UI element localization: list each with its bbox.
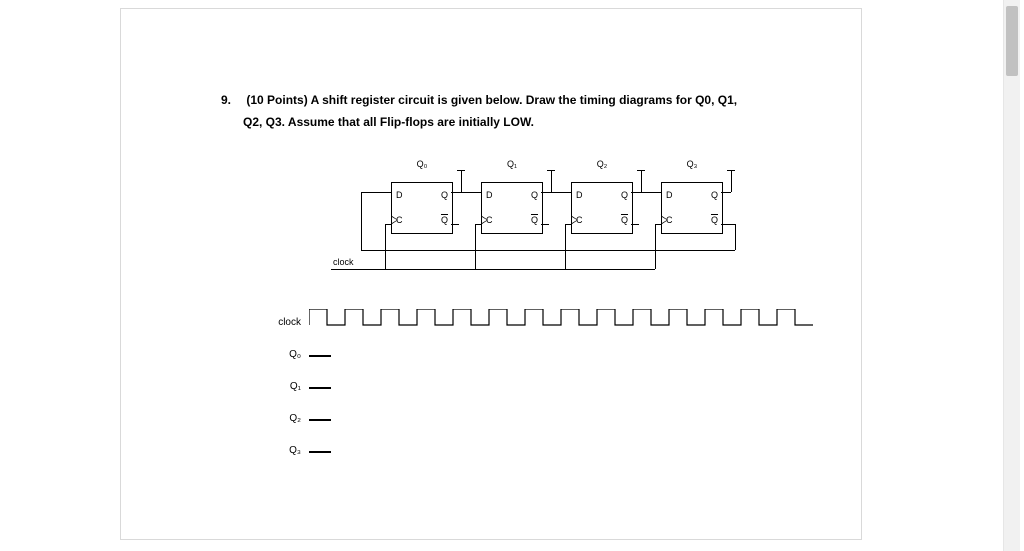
wire-clk-tap-0	[385, 224, 386, 269]
scrollbar-thumb[interactable]	[1006, 6, 1018, 76]
timing-diagram: clock Q₀ Q₁ Q₂ Q₃	[261, 309, 821, 469]
flipflop-2: DCQQQ₂	[571, 182, 633, 234]
flipflop-1: DCQQQ₁	[481, 182, 543, 234]
timing-label-q1: Q₁	[261, 381, 301, 392]
wire-q-to-d-1	[541, 192, 571, 193]
wire-clk-tap-2	[565, 224, 566, 269]
pin-D: D	[396, 191, 403, 200]
wire-q-to-d-0	[451, 192, 481, 193]
wire-clk-in-2	[565, 224, 571, 225]
wire-clock-bus2	[331, 269, 655, 270]
timing-label-q2: Q₂	[261, 413, 301, 424]
wire-qbar-stub-0	[451, 224, 459, 225]
question-block: 9. (10 Points) A shift register circuit …	[221, 89, 801, 133]
clock-waveform	[309, 309, 823, 333]
pin-D: D	[576, 191, 583, 200]
pin-Q: Q	[621, 191, 628, 200]
wire-clk-tap-3	[655, 224, 656, 269]
vertical-scrollbar[interactable]	[1003, 0, 1020, 551]
ff-output-label: Q₃	[687, 159, 698, 169]
pin-D: D	[486, 191, 493, 200]
timing-stub-q1	[309, 387, 331, 389]
wire-q-tick-3	[727, 170, 735, 171]
clock-edge-icon	[482, 216, 488, 224]
wire-q-to-d-2	[631, 192, 661, 193]
clock-edge-icon	[662, 216, 668, 224]
question-text-1: (10 Points) A shift register circuit is …	[246, 93, 737, 107]
timing-label-q3: Q₃	[261, 445, 301, 456]
pin-Q: Q	[531, 191, 538, 200]
wire-fb-4	[361, 192, 362, 250]
pin-Qbar: Q	[441, 216, 448, 225]
wire-q-tap-1	[551, 170, 552, 192]
wire-clk-in-1	[475, 224, 481, 225]
clock-bus-label: clock	[333, 257, 354, 267]
timing-row-clock: clock	[261, 309, 821, 341]
wire-q-tap-2	[641, 170, 642, 192]
timing-label-q0: Q₀	[261, 349, 301, 360]
wire-q-tick-1	[547, 170, 555, 171]
circuit-diagram: DCQQQ₀DCQQQ₁DCQQQ₂DCQQQ₃clock	[271, 164, 791, 294]
clock-edge-icon	[392, 216, 398, 224]
question-number: 9.	[221, 89, 243, 111]
pin-Qbar: Q	[531, 216, 538, 225]
wire-q-out-3	[721, 192, 731, 193]
timing-row-q0: Q₀	[261, 341, 821, 373]
flipflop-3: DCQQQ₃	[661, 182, 723, 234]
wire-qbar-stub-2	[631, 224, 639, 225]
timing-stub-q3	[309, 451, 331, 453]
wire-fb-3	[361, 250, 735, 251]
timing-row-q2: Q₂	[261, 405, 821, 437]
page-sheet: 9. (10 Points) A shift register circuit …	[120, 8, 862, 540]
flipflop-0: DCQQQ₀	[391, 182, 453, 234]
wire-q-tap-3	[731, 170, 732, 192]
question-text-2: Q2, Q3. Assume that all Flip-flops are i…	[243, 115, 534, 129]
ff-output-label: Q₁	[507, 159, 517, 169]
timing-row-q1: Q₁	[261, 373, 821, 405]
wire-fb-5	[361, 192, 391, 193]
pin-Q: Q	[711, 191, 718, 200]
wire-q-tick-0	[457, 170, 465, 171]
pin-D: D	[666, 191, 673, 200]
wire-qbar-stub-1	[541, 224, 549, 225]
timing-stub-q2	[309, 419, 331, 421]
clock-edge-icon	[572, 216, 578, 224]
wire-clk-in-0	[385, 224, 391, 225]
ff-output-label: Q₂	[597, 159, 608, 169]
ff-output-label: Q₀	[417, 159, 428, 169]
question-line-2: Q2, Q3. Assume that all Flip-flops are i…	[221, 111, 801, 133]
pin-Qbar: Q	[621, 216, 628, 225]
pin-Qbar: Q	[711, 216, 718, 225]
wire-q-tap-0	[461, 170, 462, 192]
question-line-1: 9. (10 Points) A shift register circuit …	[221, 89, 801, 111]
wire-fb-2	[735, 224, 736, 250]
timing-label-clock: clock	[261, 317, 301, 328]
timing-stub-q0	[309, 355, 331, 357]
wire-clk-tap-1	[475, 224, 476, 269]
pin-Q: Q	[441, 191, 448, 200]
wire-clk-in-3	[655, 224, 661, 225]
wire-qbar-stub-3	[721, 224, 729, 225]
timing-row-q3: Q₃	[261, 437, 821, 469]
wire-q-tick-2	[637, 170, 645, 171]
